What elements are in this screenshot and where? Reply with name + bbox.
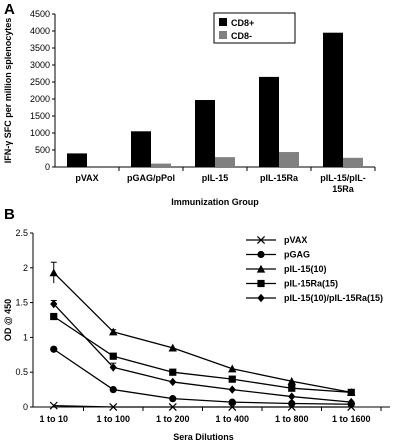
panel-b-label: B — [4, 206, 15, 223]
panel-a-x-axis-title: Immunization Group — [171, 197, 259, 207]
point-pgag-2 — [169, 395, 177, 403]
panel-b-category-label: 1 to 800 — [275, 414, 309, 424]
panel-a-y-tick-label: 4500 — [30, 9, 50, 19]
point-pil1510pil15ra15-1 — [109, 363, 117, 372]
panel-b-y-axis: 0 0.5 1 1.5 2 2.5 — [15, 228, 390, 412]
panel-a-category-label: 15Ra — [332, 184, 355, 194]
point-pil1510pil15ra15-4 — [288, 392, 296, 401]
panel-a-y-tick-label: 2500 — [30, 77, 50, 87]
panel-b-y-tick-label: 2.5 — [15, 228, 28, 238]
panel-b-legend-marker — [257, 250, 265, 259]
bar-CD8-1 — [151, 163, 171, 167]
panel-b-category-label: 1 to 200 — [156, 414, 190, 424]
panel-b-legend-marker — [257, 293, 265, 303]
panel-b-category-label: 1 to 400 — [215, 414, 249, 424]
series-line-pil1510pil15ra15 — [53, 303, 352, 403]
point-pil15ra15-3 — [228, 375, 236, 383]
series-line-pvax — [53, 404, 352, 408]
panel-a-y-tick-label: 500 — [35, 145, 50, 155]
bar-CD8-1 — [131, 131, 151, 167]
panel-b-category-label: 1 to 10 — [39, 414, 68, 424]
panel-a-y-tick-label: 0 — [45, 162, 50, 172]
panel-a-label: A — [4, 1, 15, 18]
panel-a-y-tick-label: 1000 — [30, 128, 50, 138]
panel-b-y-tick-label: 2 — [23, 263, 28, 273]
point-pil15ra15-5 — [347, 388, 355, 396]
point-pgag-3 — [228, 398, 236, 406]
series-line-pgag — [53, 348, 352, 405]
panel-b-legend-marker — [256, 235, 266, 245]
point-pil15ra15-2 — [169, 368, 177, 376]
panel-a-legend-box — [213, 12, 296, 44]
panel-a-y-tick-label: 3500 — [30, 43, 50, 53]
point-pil1510-2 — [168, 343, 177, 352]
bar-CD8-3 — [279, 152, 299, 167]
point-pgag-1 — [109, 386, 117, 394]
point-pil1510pil15ra15-5 — [347, 397, 355, 407]
panel-b-legend-marker — [256, 264, 266, 273]
panel-a-x-labels: pVAX pGAG/pPol pIL-15 pIL-15Ra pIL-15/pIL-15… — [75, 173, 365, 194]
panel-a-y-tick-label: 1500 — [30, 111, 50, 121]
panel-b-y-tick-label: 0.5 — [15, 367, 28, 377]
panel-b-legend-label: pGAG — [284, 250, 310, 260]
point-pil1510-1 — [109, 327, 118, 336]
point-pgag-0 — [50, 345, 58, 353]
panel-b-line-chart: 00.511.522.5 1 to 10 1 to 100 1 to 200 1 to… — [3, 228, 390, 442]
panel-a-legend-label: CD8- — [231, 31, 252, 41]
point-pil1510pil15ra15-2 — [169, 377, 177, 387]
point-pvax-1 — [109, 402, 118, 412]
point-pil15ra15-1 — [109, 352, 117, 360]
point-pgag-4 — [288, 399, 296, 408]
panel-a-legend-swatch — [219, 31, 227, 39]
panel-a-category-label: pIL-15Ra — [260, 173, 299, 183]
panel-b-series-lines — [49, 261, 356, 412]
panel-a-category-label: pGAG/pPol — [127, 173, 175, 183]
point-pvax-0 — [49, 401, 58, 410]
panel-b-x-labels: 1 to 10 1 to 100 1 to 200 1 to 400 1 to 800 1… — [39, 414, 370, 424]
series-line-pil15ra15 — [53, 315, 352, 394]
point-pil15ra15-0 — [50, 312, 58, 321]
panel-a-y-axis-title: IFN-γ SFC per million splenocytes — [3, 18, 13, 164]
point-pil1510-0 — [49, 268, 58, 277]
panel-b-y-axis-title: OD @ 450 — [3, 299, 13, 341]
panel-a-y-tick-label: 2000 — [30, 94, 50, 104]
series-line-pil1510 — [53, 272, 352, 394]
panel-b-legend-marker — [257, 279, 265, 288]
bar-CD8-0 — [67, 153, 87, 167]
panel-b-legend-label: pVAX — [284, 235, 307, 245]
panel-a-category-label: pIL-15 — [202, 173, 229, 183]
panel-a-legend-label: CD8+ — [231, 18, 254, 28]
panel-a-legend: CD8+ CD8- — [213, 12, 296, 44]
panel-b-category-label: 1 to 1600 — [332, 414, 371, 424]
point-pil1510-3 — [228, 364, 237, 373]
bar-CD8-2 — [195, 100, 215, 167]
point-pvax-2 — [168, 402, 177, 412]
panel-b-x-axis-title: Sera Dilutions — [173, 432, 234, 442]
panel-a-y-tick-label: 3000 — [30, 60, 50, 70]
bar-CD8-2 — [215, 157, 235, 167]
panel-a-category-label: pIL-15/pIL- — [320, 173, 366, 183]
bar-CD8-3 — [259, 76, 279, 167]
panel-a-bars — [67, 32, 363, 168]
panel-b-legend-label: pIL-15Ra(15) — [284, 279, 338, 289]
point-pil15ra15-4 — [288, 384, 296, 392]
panel-a-bar-chart: 0 500 1000 1500 2000 2500 3000 3500 4000 4500 pVA… — [3, 9, 376, 207]
panel-b-category-label: 1 to 100 — [96, 414, 130, 424]
panel-a-legend-swatch — [219, 18, 227, 26]
bar-CD8-4 — [343, 157, 363, 167]
panel-b-y-tick-label: 1 — [23, 332, 28, 342]
panel-b-legend: pVAX pGAG pIL-15(10) pIL-15Ra(15) pIL-15(10)… — [246, 235, 383, 303]
point-pil1510pil15ra15-0 — [50, 299, 58, 309]
panel-b-legend-label: pIL-15(10) — [284, 264, 327, 274]
bar-CD8-4 — [323, 32, 343, 168]
point-pil1510pil15ra15-3 — [228, 385, 236, 394]
point-pil1510-4 — [287, 377, 296, 385]
panel-b-y-tick-label: 0 — [23, 402, 28, 412]
panel-a-category-label: pVAX — [75, 173, 98, 183]
panel-b-y-tick-label: 1.5 — [15, 298, 28, 308]
panel-a-y-axis: 0 500 1000 1500 2000 2500 3000 3500 4000 4500 — [30, 9, 376, 172]
panel-a-y-tick-label: 4000 — [30, 26, 50, 36]
panel-b-legend-label: pIL-15(10)/pIL-15Ra(15) — [284, 293, 383, 303]
